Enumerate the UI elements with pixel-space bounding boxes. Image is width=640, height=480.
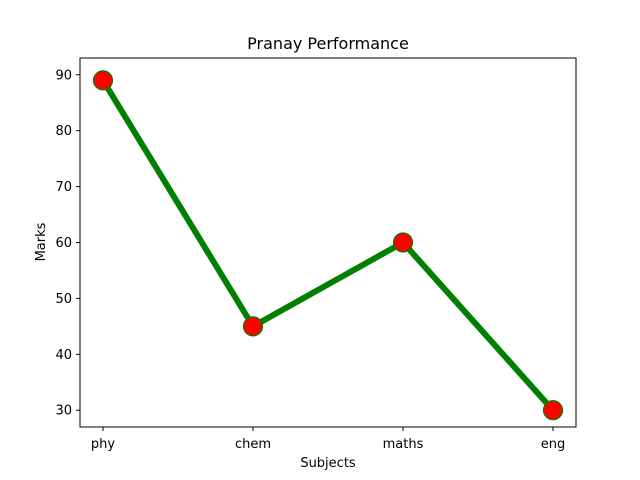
y-tick-label: 60 [55,236,72,251]
x-tick-label: maths [383,437,424,452]
y-axis-ticks: 30 40 50 60 70 80 90 [55,68,80,419]
y-tick-label: 80 [55,124,72,139]
x-axis-ticks: phy chem maths eng [91,427,565,452]
plot-frame [79,57,577,428]
y-tick-label: 50 [55,292,72,307]
x-axis-label: Subjects [300,456,356,471]
data-point [92,70,114,91]
y-tick-label: 90 [55,68,72,83]
data-point [242,316,264,337]
data-point [542,400,564,421]
y-tick-label: 70 [55,180,72,195]
data-point [392,232,414,253]
y-tick-label: 30 [55,404,72,419]
x-tick-label: eng [541,437,566,452]
series-line [100,77,556,414]
series-layer [92,70,564,421]
chart-title: Pranay Performance [247,34,409,53]
y-tick-label: 40 [55,348,72,363]
y-axis-label: Marks [34,222,49,261]
x-tick-label: chem [235,437,271,452]
x-tick-label: phy [91,437,115,452]
